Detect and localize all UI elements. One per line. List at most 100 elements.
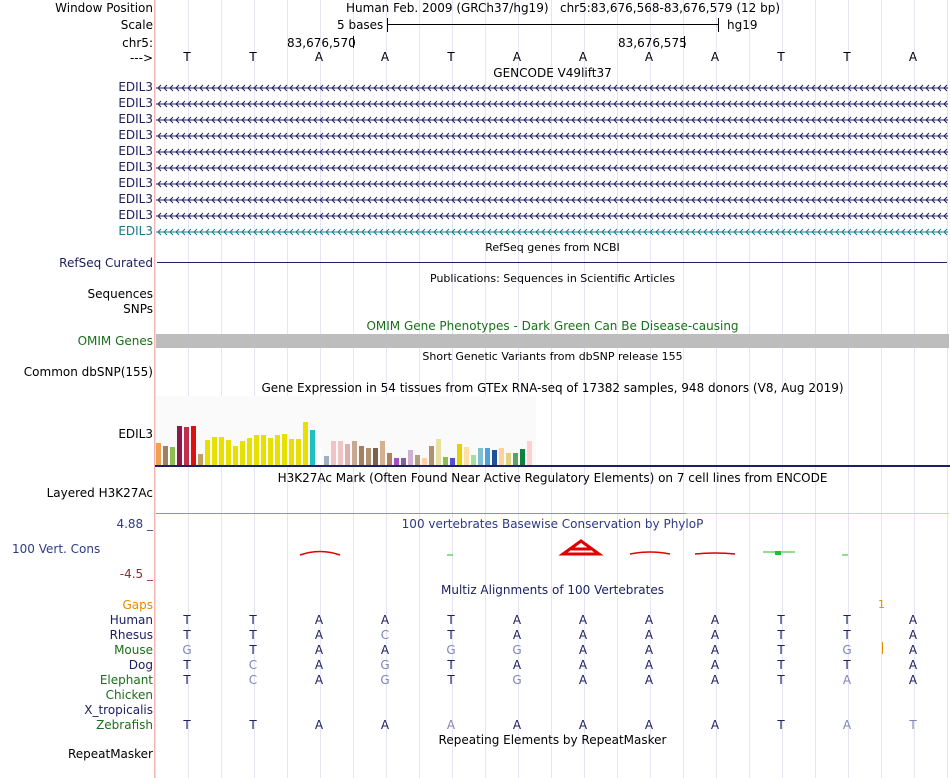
gencode-transcript-line[interactable]: [156, 147, 948, 157]
gtex-tissue-bar[interactable]: [296, 439, 301, 466]
gtex-tissue-bar[interactable]: [394, 458, 399, 466]
gtex-tissue-bar[interactable]: [219, 437, 224, 466]
h3k27ac-title: H3K27Ac Mark (Often Found Near Active Re…: [277, 471, 828, 485]
gtex-tissue-bar[interactable]: [387, 453, 392, 466]
species-label[interactable]: Zebrafish: [96, 718, 153, 732]
gtex-tissue-bar[interactable]: [373, 448, 378, 466]
gencode-gene-label[interactable]: EDIL3: [118, 128, 153, 142]
gtex-tissue-bar[interactable]: [261, 435, 266, 466]
refseq-gene-line[interactable]: [157, 262, 947, 263]
gencode-gene-label[interactable]: EDIL3: [118, 224, 153, 238]
gencode-transcript-line[interactable]: [156, 179, 948, 189]
gtex-tissue-bar[interactable]: [275, 435, 280, 466]
gtex-tissue-bar[interactable]: [198, 454, 203, 466]
gtex-tissue-bar[interactable]: [478, 448, 483, 466]
dbsnp-label[interactable]: Common dbSNP(155): [23, 365, 153, 379]
gtex-tissue-bar[interactable]: [506, 453, 511, 466]
gtex-tissue-bar[interactable]: [499, 448, 504, 466]
gtex-tissue-bar[interactable]: [331, 441, 336, 466]
species-label[interactable]: Mouse: [114, 643, 153, 657]
gtex-tissue-bar[interactable]: [226, 440, 231, 466]
gencode-gene-label[interactable]: EDIL3: [118, 96, 153, 110]
omim-label[interactable]: OMIM Genes: [77, 334, 153, 348]
gtex-tissue-bar[interactable]: [443, 457, 448, 466]
gtex-tissue-bar[interactable]: [492, 450, 497, 466]
gtex-tissue-bar[interactable]: [303, 422, 308, 466]
h3k27ac-label[interactable]: Layered H3K27Ac: [46, 486, 153, 500]
gencode-transcript-line[interactable]: [156, 99, 948, 109]
gtex-tissue-bar[interactable]: [359, 446, 364, 466]
gtex-tissue-bar[interactable]: [527, 441, 532, 466]
omim-feature-bar[interactable]: [156, 334, 949, 348]
gtex-tissue-bar[interactable]: [429, 446, 434, 466]
species-label[interactable]: Human: [109, 613, 153, 627]
gencode-gene-label[interactable]: EDIL3: [118, 112, 153, 126]
gencode-gene-label[interactable]: EDIL3: [118, 80, 153, 94]
gencode-gene-label[interactable]: EDIL3: [118, 160, 153, 174]
gtex-tissue-bar[interactable]: [212, 437, 217, 466]
gtex-tissue-bar[interactable]: [450, 458, 455, 466]
gtex-tissue-bar[interactable]: [282, 434, 287, 466]
species-label[interactable]: Dog: [128, 658, 153, 672]
gtex-tissue-bar[interactable]: [247, 438, 252, 466]
gtex-tissue-bar[interactable]: [317, 448, 322, 466]
gencode-transcript-line[interactable]: [156, 83, 948, 93]
gtex-tissue-bar[interactable]: [408, 450, 413, 466]
gtex-tissue-bar[interactable]: [380, 441, 385, 466]
gtex-tissue-bar[interactable]: [520, 449, 525, 466]
species-label[interactable]: Elephant: [99, 673, 153, 687]
gtex-tissue-bar[interactable]: [233, 446, 238, 466]
refseq-label[interactable]: RefSeq Curated: [59, 256, 153, 270]
gtex-tissue-bar[interactable]: [289, 439, 294, 466]
gtex-tissue-bar[interactable]: [268, 438, 273, 466]
gencode-gene-label[interactable]: EDIL3: [118, 144, 153, 158]
h3k27ac-signal-red[interactable]: [156, 513, 686, 514]
gtex-tissue-bar[interactable]: [422, 458, 427, 466]
conservation-label[interactable]: 100 Vert. Cons: [12, 542, 101, 556]
gtex-tissue-bar[interactable]: [184, 427, 189, 466]
gtex-tissue-bar[interactable]: [254, 435, 259, 466]
species-label[interactable]: X_tropicalis: [84, 703, 153, 717]
gtex-tissue-bar[interactable]: [177, 426, 182, 466]
gtex-tissue-bar[interactable]: [485, 448, 490, 466]
gtex-bar-chart[interactable]: [156, 396, 536, 466]
gtex-tissue-bar[interactable]: [156, 443, 161, 466]
conservation-plot[interactable]: [155, 535, 950, 565]
species-label[interactable]: Chicken: [105, 688, 153, 702]
gencode-transcript-line[interactable]: [156, 195, 948, 205]
gtex-tissue-bar[interactable]: [436, 439, 441, 466]
repeatmasker-label[interactable]: RepeatMasker: [67, 747, 153, 761]
gtex-tissue-bar[interactable]: [163, 446, 168, 466]
gtex-tissue-bar[interactable]: [352, 441, 357, 466]
gtex-tissue-bar[interactable]: [338, 441, 343, 466]
h3k27ac-signal-yellow[interactable]: [686, 513, 949, 514]
gencode-gene-label[interactable]: EDIL3: [118, 176, 153, 190]
gencode-transcript-line[interactable]: [156, 211, 948, 221]
gtex-tissue-bar[interactable]: [471, 455, 476, 466]
gtex-tissue-bar[interactable]: [310, 430, 315, 466]
gencode-transcript-line[interactable]: [156, 227, 948, 237]
gtex-tissue-bar[interactable]: [191, 426, 196, 466]
gencode-transcript-line[interactable]: [156, 163, 948, 173]
gtex-tissue-bar[interactable]: [513, 453, 518, 466]
gtex-tissue-bar[interactable]: [205, 440, 210, 466]
gtex-label[interactable]: EDIL3: [118, 427, 153, 441]
gtex-tissue-bar[interactable]: [415, 455, 420, 466]
gtex-tissue-bar[interactable]: [457, 444, 462, 466]
gtex-tissue-bar[interactable]: [170, 447, 175, 466]
gtex-tissue-bar[interactable]: [366, 448, 371, 466]
gencode-gene-label[interactable]: EDIL3: [118, 192, 153, 206]
gtex-tissue-bar[interactable]: [401, 458, 406, 466]
gencode-transcript-line[interactable]: [156, 115, 948, 125]
gtex-tissue-bar[interactable]: [345, 444, 350, 466]
sequences-label[interactable]: Sequences: [87, 287, 153, 301]
snps-label[interactable]: SNPs: [123, 302, 153, 316]
gtex-tissue-bar[interactable]: [324, 456, 329, 466]
gencode-gene-label[interactable]: EDIL3: [118, 208, 153, 222]
gaps-label[interactable]: Gaps: [122, 598, 153, 612]
species-label[interactable]: Rhesus: [109, 628, 153, 642]
gtex-tissue-bar[interactable]: [464, 447, 469, 466]
gencode-transcript-line[interactable]: [156, 131, 948, 141]
gtex-tissue-bar[interactable]: [240, 441, 245, 466]
